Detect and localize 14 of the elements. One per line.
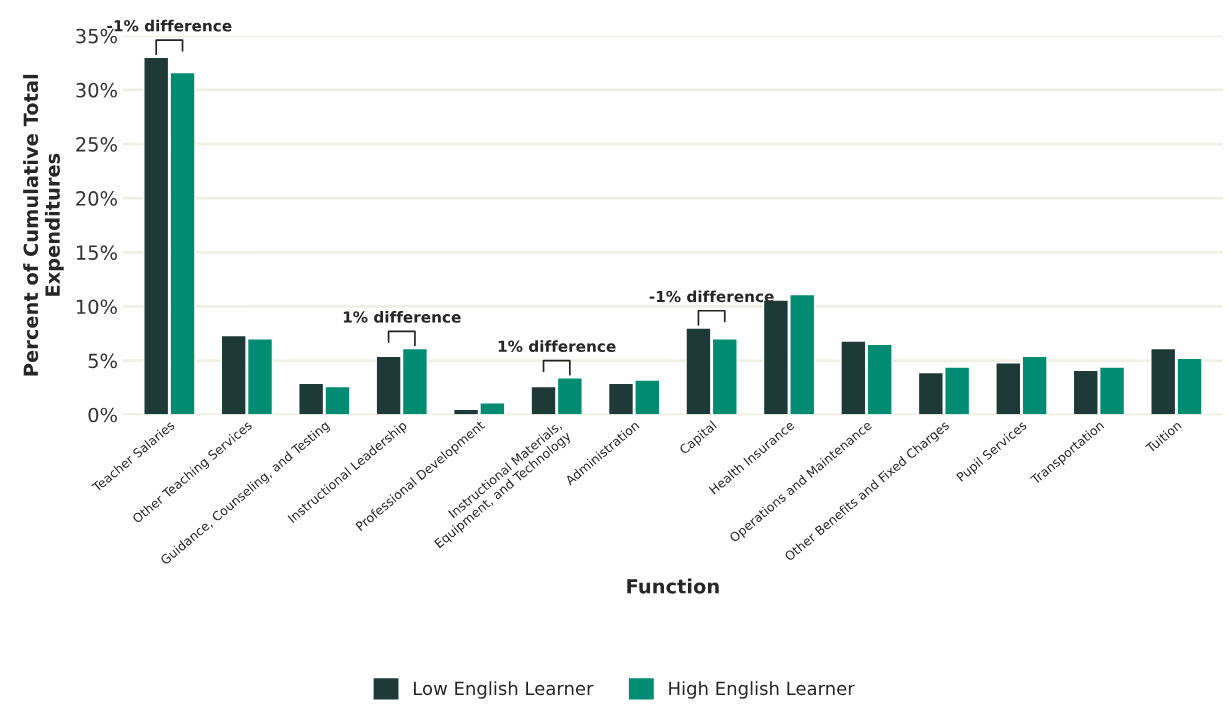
y-tick-label: 15% [76,245,117,260]
y-axis-title: Percent of Cumulative Total Expenditures [23,74,64,376]
y-tick-label: 10% [76,299,117,315]
y-tick-label: 5% [88,353,117,369]
y-tick-label: 20% [76,191,117,206]
y-tick-label: 30% [76,82,117,98]
legend-label: Low English Learner [414,681,594,699]
y-tick-label: 0% [88,407,117,423]
y-tick-label: 25% [76,136,117,152]
annotation: 1% difference [498,340,616,353]
legend-label: High English Learner [669,681,855,699]
x-axis-title: Function [627,578,719,594]
annotation: -1% difference [649,290,774,303]
annotation: 1% difference [343,310,461,323]
